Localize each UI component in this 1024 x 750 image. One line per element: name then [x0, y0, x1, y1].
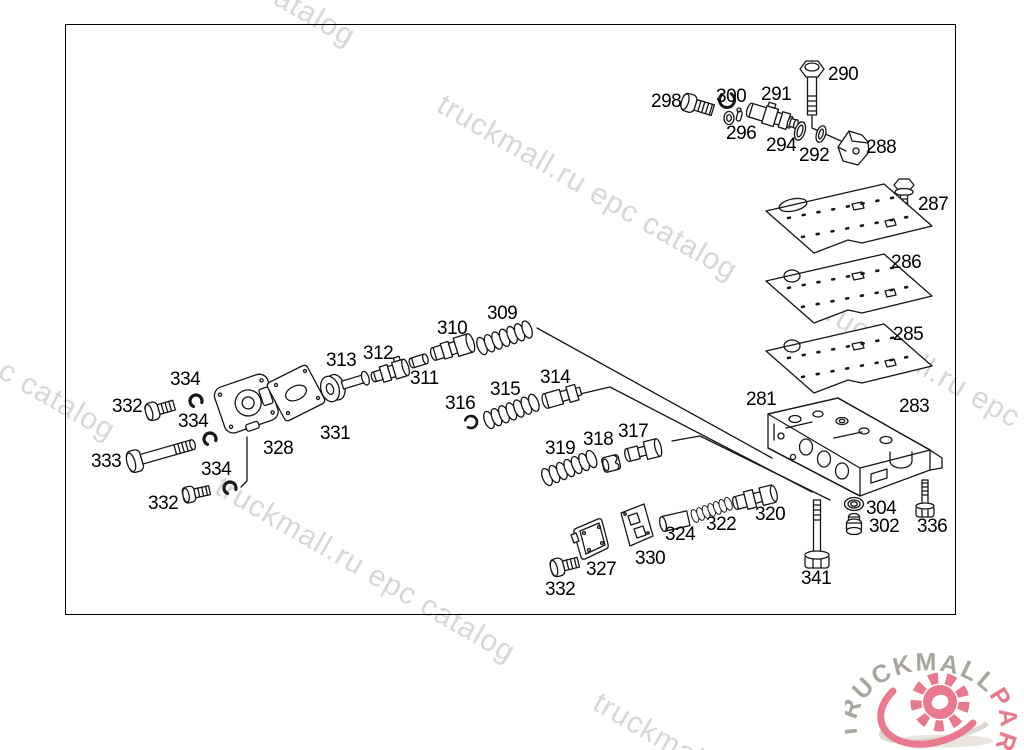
part-label-286: 286: [891, 252, 922, 273]
part-label-324: 324: [665, 524, 696, 545]
part-label-313: 313: [326, 350, 357, 371]
part-label-320: 320: [755, 504, 786, 525]
part-label-317: 317: [618, 421, 649, 442]
part-label-310: 310: [437, 318, 468, 339]
part-317-valve: [624, 438, 663, 462]
part-313-piston: [319, 370, 370, 403]
part-label-332: 332: [112, 396, 143, 417]
part-label-311: 311: [410, 368, 439, 389]
part-310-valve-spool: [429, 333, 476, 361]
part-label-333: 333: [91, 451, 122, 472]
part-label-332: 332: [148, 493, 179, 514]
part-320-valve-spool: [732, 484, 778, 510]
part-label-334: 334: [201, 459, 232, 480]
part-314-valve: [541, 383, 583, 409]
part-324-sleeve: [658, 510, 691, 532]
part-label-300: 300: [716, 86, 747, 107]
part-294-seal-ring: [793, 121, 807, 141]
brand-logo: TRUCKMALLPARTS: [845, 645, 1020, 750]
part-label-292: 292: [799, 145, 830, 166]
part-333-bolt: [125, 439, 196, 474]
part-336-bolt: [915, 479, 935, 518]
part-334-washer-1: [188, 393, 204, 409]
part-label-290: 290: [828, 64, 859, 85]
part-292-seal-ring: [815, 125, 827, 143]
part-label-322: 322: [706, 514, 737, 535]
part-331-gasket: [266, 364, 326, 422]
part-341-bolt: [804, 499, 830, 569]
part-label-332: 332: [545, 579, 576, 600]
part-label-281: 281: [746, 389, 777, 410]
part-285-gasket-plate: [765, 253, 933, 324]
part-label-298: 298: [651, 91, 682, 112]
part-288-bracket: [837, 130, 870, 166]
part-label-287: 287: [918, 194, 949, 215]
part-label-288: 288: [866, 137, 897, 158]
part-label-328: 328: [263, 438, 294, 459]
part-316-ring: [463, 414, 479, 430]
part-291-valve: [745, 101, 799, 130]
part-312-valve-spool: [370, 355, 411, 383]
part-label-315: 315: [490, 379, 521, 400]
leader-lines: [240, 113, 842, 501]
part-label-327: 327: [586, 559, 617, 580]
part-label-314: 314: [540, 367, 571, 388]
part-label-309: 309: [487, 303, 518, 324]
part-328-solenoid: [213, 373, 279, 434]
part-334-washer-2: [202, 431, 218, 447]
part-label-319: 319: [545, 438, 576, 459]
part-332-bolt-left: [181, 485, 212, 504]
diagram-frame: [65, 24, 956, 615]
gasket-holes: [786, 194, 920, 379]
part-334-washer-3: [222, 480, 238, 496]
part-332-bolt-bottom: [549, 556, 581, 578]
part-327-cover-plate: [570, 518, 609, 560]
part-281-valve-body: [767, 397, 943, 497]
part-label-291: 291: [761, 84, 792, 105]
part-label-341: 341: [801, 568, 832, 589]
part-label-318: 318: [583, 429, 614, 450]
part-label-294: 294: [766, 135, 797, 156]
part-318-sleeve: [601, 454, 622, 473]
part-302-plug: [845, 512, 863, 536]
part-label-331: 331: [320, 423, 351, 444]
part-label-304: 304: [866, 498, 897, 519]
part-label-316: 316: [445, 393, 476, 414]
part-300-snap-ring: [718, 91, 736, 126]
part-label-334: 334: [170, 369, 201, 390]
part-label-283: 283: [899, 396, 930, 417]
part-330-gasket: [620, 503, 654, 547]
part-290-bolt: [799, 60, 825, 116]
part-311-sleeve: [408, 353, 429, 369]
logo-gear-icon: [910, 672, 970, 732]
part-label-312: 312: [363, 343, 394, 364]
logo-swoosh-pink: [877, 687, 977, 748]
part-label-336: 336: [917, 516, 948, 537]
part-label-330: 330: [635, 548, 666, 569]
part-label-302: 302: [869, 516, 900, 537]
part-332-bolt-top: [144, 399, 177, 422]
part-304-washer: [843, 496, 865, 512]
part-label-334: 334: [178, 411, 209, 432]
part-label-285: 285: [893, 324, 924, 345]
part-label-296: 296: [726, 123, 757, 144]
part-296-pin: [735, 107, 743, 122]
part-298-bolt: [680, 92, 716, 117]
